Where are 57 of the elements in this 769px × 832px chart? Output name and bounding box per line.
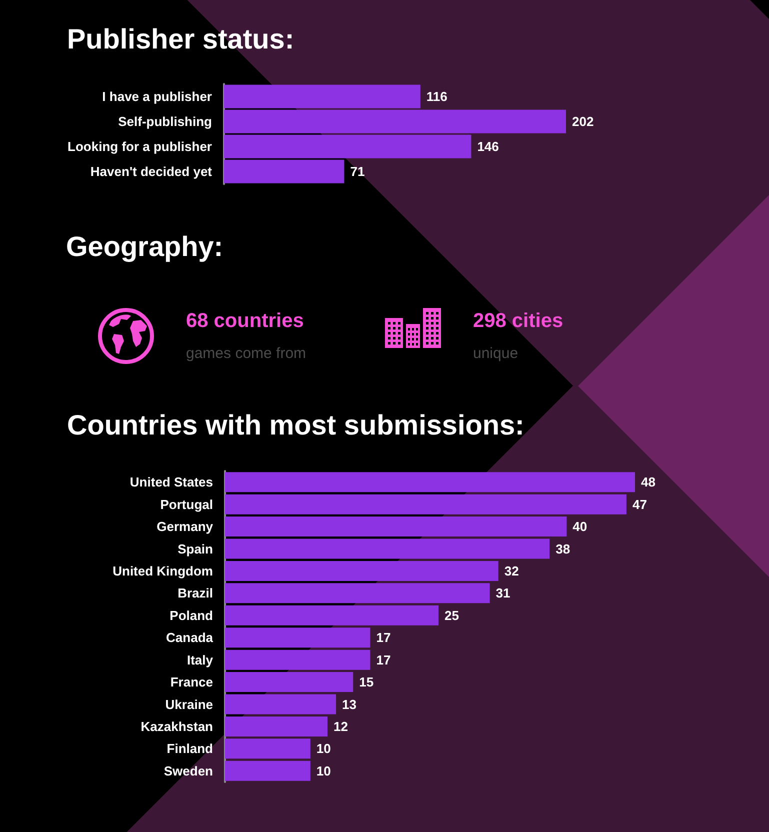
y-tick-label: Self-publishing [118,114,212,129]
data-label: 48 [641,474,656,490]
y-tick-label: Portugal [160,496,213,512]
data-label: 116 [426,89,448,104]
bar [225,538,550,559]
data-label: 31 [496,586,510,601]
bar [225,628,370,648]
bar [225,650,370,670]
y-tick-label: Sweden [164,763,214,778]
y-tick-label: I have a publisher [102,89,212,104]
bar [225,672,354,692]
data-label: 146 [477,139,499,154]
y-tick-label: Kazakhstan [140,718,214,734]
data-label: 25 [444,608,460,623]
y-tick-label: Italy [186,652,214,668]
chart-title: Publisher status: [67,24,294,54]
bar [225,694,336,714]
bar [225,472,635,492]
data-label: 38 [556,541,570,556]
y-tick-label: Germany [156,519,214,534]
y-tick-label: France [170,674,213,690]
data-label: 47 [632,496,647,512]
bar [225,605,439,626]
data-label: 15 [359,674,374,690]
data-label: 13 [342,696,357,712]
text: unique [473,345,518,362]
text: 298 cities [473,310,564,333]
y-tick-label: Finland [166,741,214,756]
text: 68 countries [186,310,304,333]
bar [225,516,567,537]
chart-title: Countries with most submissions: [67,410,524,440]
y-tick-label: Poland [170,608,214,623]
y-tick-label: United Kingdom [112,563,213,578]
data-label: 17 [376,652,391,668]
data-label: 32 [504,563,519,578]
bar [225,494,626,514]
data-label: 12 [334,718,348,734]
y-tick-label: Haven't decided yet [90,164,213,179]
y-tick-label: Looking for a publisher [68,139,212,154]
y-tick-label: United States [130,474,213,490]
y-tick-label: Brazil [178,586,213,601]
text: Geography: [66,231,224,263]
y-tick-label: Ukraine [165,696,213,712]
bar [225,583,490,604]
data-label: 202 [572,114,594,129]
y-tick-label: Spain [178,541,214,556]
y-tick-label: Canada [166,630,214,646]
data-label: 40 [572,519,588,534]
data-label: 10 [316,763,331,778]
bar [225,560,498,581]
data-label: 10 [316,741,331,756]
data-label: 71 [350,164,365,179]
bar [225,738,310,759]
bar [225,760,310,781]
text: games come from [186,345,306,362]
bar [225,716,328,736]
data-label: 17 [376,630,391,646]
